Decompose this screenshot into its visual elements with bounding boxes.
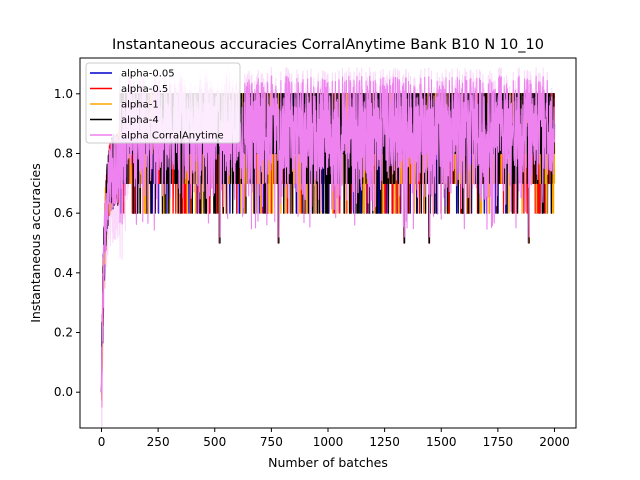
legend-box — [85, 62, 241, 144]
y-axis-label: Instantaneous accuracies — [28, 163, 43, 323]
legend-label: alpha CorralAnytime — [121, 131, 224, 142]
legend-entries: alpha-0.05 alpha-0.5 alpha-1 alpha-4 alpha C… — [90, 69, 224, 142]
x-tick-label: 250 — [147, 435, 170, 449]
x-tick-label: 500 — [203, 435, 226, 449]
y-tick-label: 0.0 — [54, 385, 73, 399]
legend-label: alpha-0.05 — [121, 69, 175, 80]
x-tick-label: 1250 — [369, 435, 400, 449]
chart-title: Instantaneous accuracies CorralAnytime B… — [112, 37, 544, 53]
x-tick-label: 1500 — [426, 435, 457, 449]
legend: alpha-0.05 alpha-0.5 alpha-1 alpha-4 alpha C… — [85, 62, 241, 144]
y-tick-label: 0.2 — [54, 326, 73, 340]
x-tick-label: 1000 — [313, 435, 344, 449]
legend-label: alpha-4 — [121, 115, 159, 126]
y-axis-ticks: 0.0 0.2 0.4 0.6 0.8 1.0 — [54, 87, 80, 399]
x-tick-label: 0 — [98, 435, 106, 449]
y-tick-label: 0.6 — [54, 206, 73, 220]
legend-label: alpha-1 — [121, 100, 159, 111]
y-tick-label: 0.8 — [54, 146, 73, 160]
x-tick-label: 1750 — [483, 435, 514, 449]
x-axis-ticks: 0 250 500 750 1000 1250 1500 1750 2000 — [98, 428, 570, 449]
y-tick-label: 0.4 — [54, 266, 73, 280]
x-tick-label: 750 — [260, 435, 283, 449]
x-axis-label: Number of batches — [268, 455, 388, 470]
legend-label: alpha-0.5 — [121, 84, 168, 95]
x-tick-label: 2000 — [539, 435, 570, 449]
y-tick-label: 1.0 — [54, 87, 73, 101]
